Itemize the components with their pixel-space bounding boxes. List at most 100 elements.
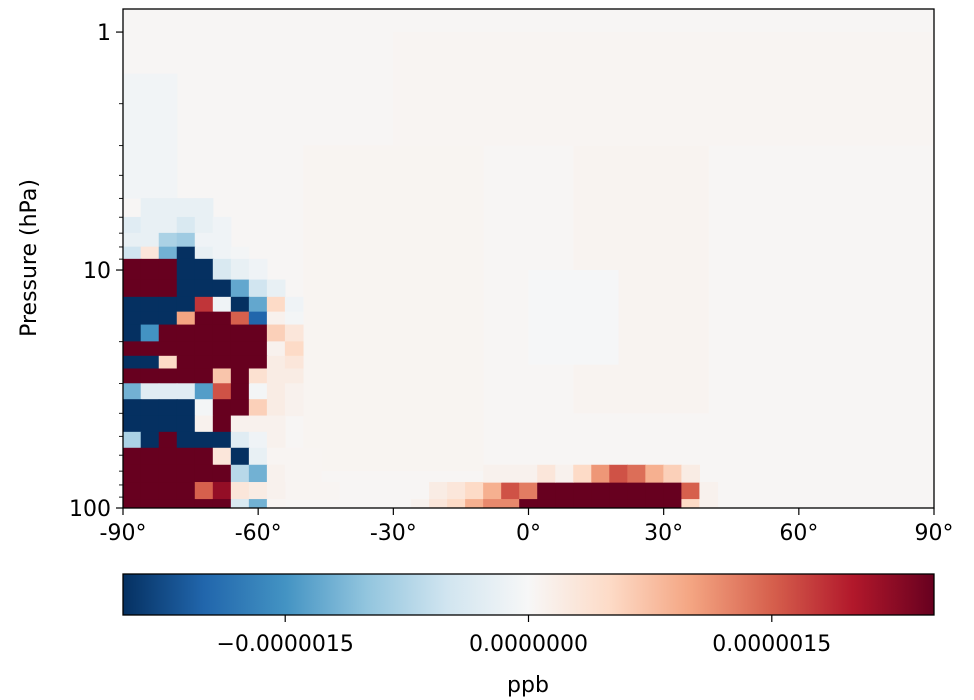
- heatmap-cell: [176, 296, 196, 313]
- heatmap-cell: [176, 246, 196, 260]
- heatmap-cell: [230, 431, 250, 449]
- heatmap-cell: [284, 296, 304, 313]
- heatmap-cell: [194, 355, 214, 370]
- heatmap-cell: [140, 415, 160, 433]
- heatmap-cell: [158, 499, 178, 508]
- heatmap-cell: [158, 482, 178, 500]
- x-tick-label: -90°: [100, 521, 147, 546]
- heatmap-cell: [230, 447, 250, 466]
- colorbar-ticks: −0.0000015 0.0000000 0.0000015: [216, 615, 831, 657]
- heatmap-cell: [176, 341, 196, 357]
- heatmap-cell: [681, 464, 701, 483]
- y-tick-label: 10: [83, 259, 111, 284]
- heatmap-background: [573, 103, 709, 414]
- heatmap-cell: [176, 383, 196, 400]
- heatmap-cell: [266, 431, 286, 449]
- heatmap-cell: [248, 355, 268, 370]
- heatmap-cell: [663, 499, 682, 508]
- heatmap-cell: [573, 482, 592, 500]
- heatmap-cell: [230, 415, 250, 433]
- heatmap-cell: [140, 399, 160, 417]
- colorbar-tick-label: 0.0000015: [712, 632, 831, 657]
- heatmap-cell: [266, 399, 286, 417]
- heatmap-cell: [194, 464, 214, 483]
- heatmap-cell: [194, 431, 214, 449]
- heatmap-cell: [140, 482, 160, 500]
- heatmap-cell: [158, 258, 178, 281]
- heatmap-cell: [284, 482, 304, 500]
- heatmap-cell: [158, 324, 178, 342]
- heatmap-cell: [140, 341, 160, 357]
- heatmap-cell: [230, 296, 250, 313]
- heatmap-cell: [248, 324, 268, 342]
- heatmap-cell: [123, 482, 142, 500]
- heatmap-cell: [699, 482, 719, 500]
- heatmap-cell: [230, 341, 250, 357]
- heatmap-cell: [609, 499, 628, 508]
- colorbar-label: ppb: [507, 673, 549, 698]
- heatmap-cell: [248, 447, 268, 466]
- heatmap-cell: [483, 482, 502, 500]
- x-tick-label: 60°: [779, 521, 818, 546]
- heatmap-cell: [302, 482, 322, 500]
- heatmap-cell: [248, 399, 268, 417]
- heatmap-cell: [284, 311, 304, 326]
- heatmap-cell: [194, 383, 214, 400]
- heatmap-cell: [123, 232, 142, 248]
- heatmap-cell: [266, 341, 286, 357]
- heatmap-cell: [212, 232, 232, 248]
- heatmap-cell: [140, 431, 160, 449]
- heatmap-cell: [681, 499, 701, 508]
- heatmap-cell: [158, 447, 178, 466]
- heatmap-cell: [194, 279, 214, 298]
- heatmap-cell: [194, 415, 214, 433]
- heatmap-cell: [248, 499, 268, 508]
- x-tick-label: 0°: [516, 521, 541, 546]
- heatmap-cell: [266, 447, 286, 466]
- heatmap-cell: [158, 464, 178, 483]
- heatmap-cell: [266, 296, 286, 313]
- heatmap-cell: [123, 368, 142, 384]
- heatmap-cell: [681, 482, 701, 500]
- heatmap-background: [303, 145, 484, 472]
- heatmap-cell: [194, 216, 214, 234]
- heatmap-cell: [194, 232, 214, 248]
- heatmap-cell: [230, 499, 250, 508]
- heatmap-cell: [176, 279, 196, 298]
- heatmap-cell: [591, 464, 610, 483]
- heatmap-cell: [158, 296, 178, 313]
- heatmap-cell: [429, 499, 448, 508]
- heatmap-cell: [212, 258, 232, 281]
- heatmap-cell: [212, 311, 232, 326]
- heatmap-cell: [140, 499, 160, 508]
- heatmap-cell: [176, 258, 196, 281]
- heatmap-cell: [140, 311, 160, 326]
- x-tick-label: -30°: [370, 521, 417, 546]
- heatmap-cell: [248, 368, 268, 384]
- heatmap-cell: [176, 355, 196, 370]
- heatmap-cell: [123, 324, 142, 342]
- heatmap-cell: [123, 464, 142, 483]
- heatmap-cell: [194, 258, 214, 281]
- heatmap-cell: [447, 482, 466, 500]
- heatmap-cell: [123, 279, 142, 298]
- x-tick-label: 30°: [644, 521, 683, 546]
- heatmap-cell: [248, 415, 268, 433]
- heatmap-cell: [663, 482, 682, 500]
- heatmap-cell: [284, 341, 304, 357]
- x-axis: -90° -60° -30° 0° 30° 60° 90°: [100, 508, 954, 546]
- heatmap-cell: [284, 447, 304, 483]
- heatmap-cell: [176, 447, 196, 466]
- heatmap-cell: [230, 464, 250, 483]
- heatmap-cell: [248, 431, 268, 449]
- heatmap-cell: [194, 296, 214, 313]
- heatmap-cell: [483, 464, 502, 483]
- heatmap-cell: [284, 324, 304, 342]
- heatmap-cell: [699, 499, 719, 508]
- heatmap-cell: [230, 279, 250, 298]
- heatmap-cell: [411, 499, 430, 508]
- heatmap-cell: [158, 198, 178, 218]
- heatmap-cell: [123, 73, 142, 199]
- heatmap-cell: [158, 73, 178, 199]
- heatmap-cell: [645, 499, 664, 508]
